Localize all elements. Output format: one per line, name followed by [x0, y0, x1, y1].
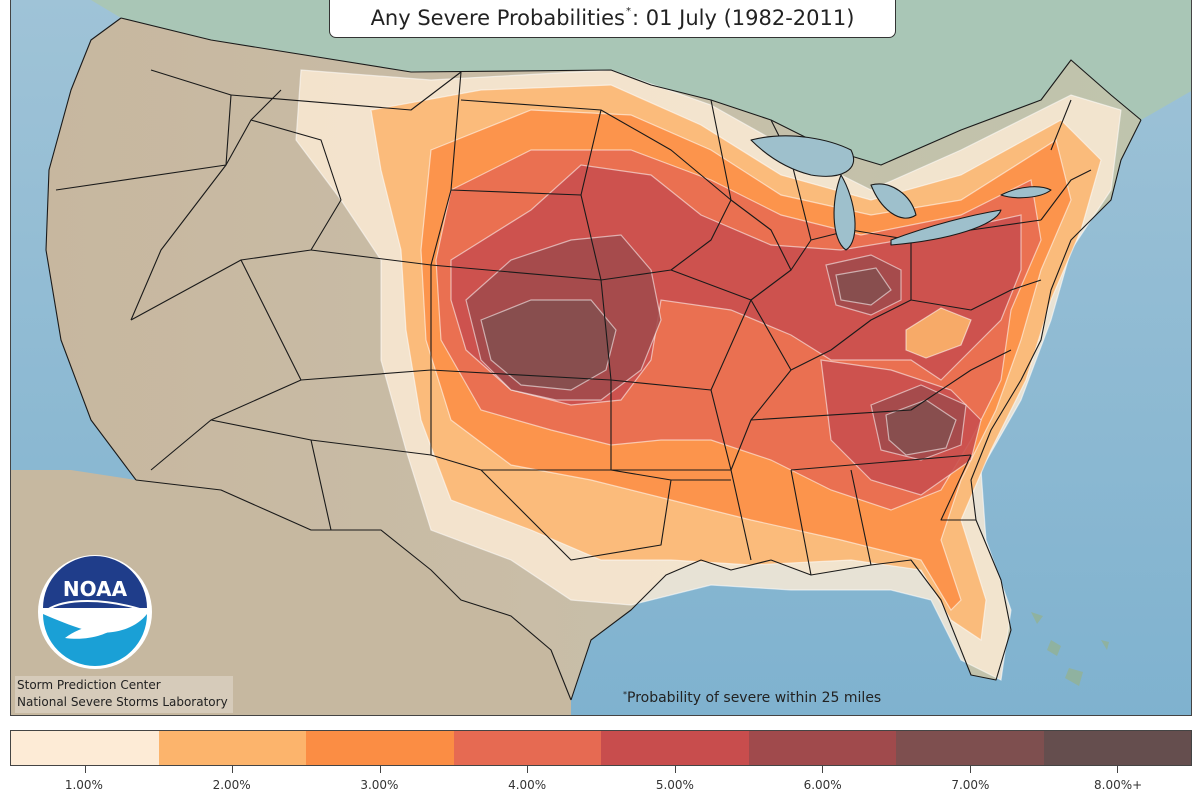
- map-title-suffix: : 01 July (1982-2011): [631, 6, 855, 30]
- map-panel[interactable]: Any Severe Probabilities*: 01 July (1982…: [10, 0, 1192, 716]
- caribbean-islands: [1031, 612, 1109, 686]
- noaa-logo-text: NOAA: [63, 577, 128, 601]
- legend-swatch: [158, 731, 306, 773]
- legend-tick: [969, 765, 971, 773]
- legend-tick: [379, 765, 381, 773]
- legend-swatch: [306, 731, 454, 773]
- legend-label: 8.00%+: [1094, 778, 1143, 792]
- legend-swatch: [11, 731, 159, 773]
- map-title-marker: *: [625, 6, 631, 17]
- legend-tick: [674, 765, 676, 773]
- legend-tick: [232, 765, 234, 773]
- map-title: Any Severe Probabilities*: 01 July (1982…: [329, 0, 896, 38]
- legend-tick: [1117, 765, 1119, 773]
- credit-nssl: National Severe Storms Laboratory: [17, 695, 228, 709]
- legend-label: 1.00%: [64, 778, 103, 792]
- noaa-logo-icon: NOAA: [35, 552, 155, 676]
- band-3pct-hole: [905, 307, 972, 359]
- legend-label: 6.00%: [803, 778, 842, 792]
- legend-swatch: [453, 731, 601, 773]
- legend-label: 5.00%: [655, 778, 694, 792]
- footnote: *Probability of severe within 25 miles: [623, 690, 881, 706]
- legend-swatch: [896, 731, 1044, 773]
- legend-swatch: [601, 731, 749, 773]
- map-title-prefix: Any Severe Probabilities: [370, 6, 625, 30]
- legend-colorbar: [10, 730, 1192, 773]
- footnote-text: Probability of severe within 25 miles: [627, 690, 882, 706]
- legend-swatch: [748, 731, 896, 773]
- legend-label: 2.00%: [212, 778, 251, 792]
- canada-land: [91, 0, 1191, 165]
- political-borders: [45, 17, 1142, 701]
- credits: Storm Prediction Center National Severe …: [15, 676, 233, 713]
- legend-labels: 1.00% 2.00% 3.00% 4.00% 5.00% 6.00% 7.00…: [10, 778, 1192, 792]
- legend-tick: [84, 765, 86, 773]
- legend-label: 7.00%: [951, 778, 990, 792]
- probability-map[interactable]: [11, 0, 1192, 716]
- legend-tick: [822, 765, 824, 773]
- credit-spc: Storm Prediction Center: [17, 678, 161, 692]
- legend-tick: [527, 765, 529, 773]
- legend-label: 3.00%: [360, 778, 399, 792]
- footnote-marker: *: [623, 690, 627, 699]
- legend-swatch: [1043, 731, 1191, 773]
- mexico-land: [11, 470, 571, 715]
- legend-label: 4.00%: [508, 778, 547, 792]
